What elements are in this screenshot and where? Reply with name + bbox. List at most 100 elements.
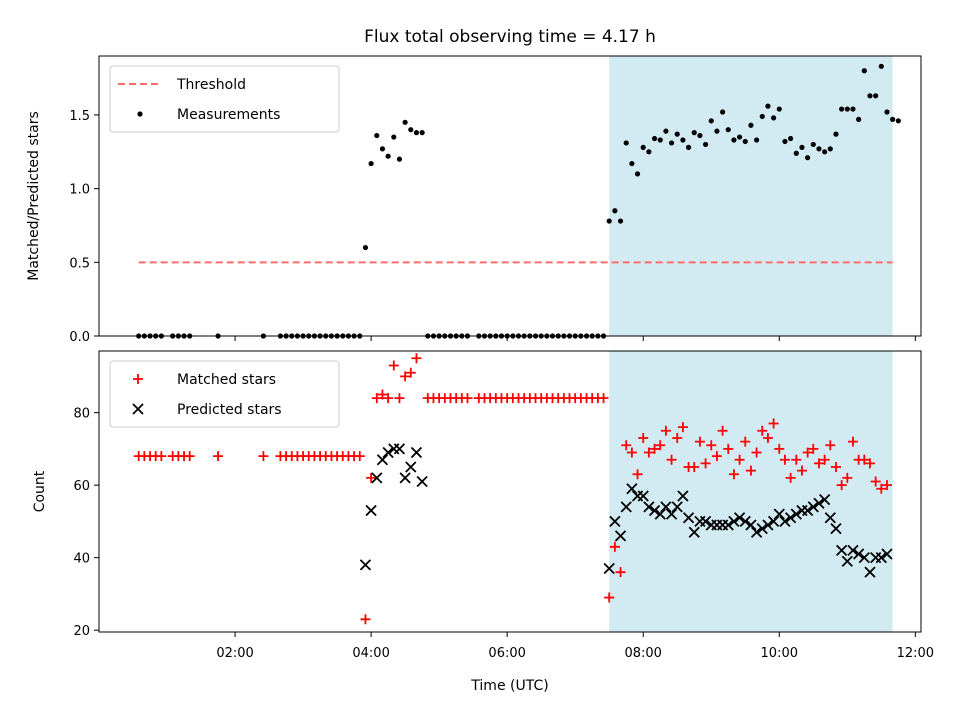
measurement-point xyxy=(674,131,680,137)
matched-star-point xyxy=(791,454,802,465)
matched-star-point xyxy=(632,469,643,480)
measurement-point xyxy=(816,146,822,152)
measurement-point xyxy=(827,146,833,152)
measurement-point xyxy=(634,171,641,177)
matched-star-point xyxy=(462,393,473,404)
measurement-point xyxy=(782,138,788,145)
measurement-point xyxy=(379,146,386,152)
predicted-star-point xyxy=(614,530,627,542)
predicted-star-point xyxy=(767,515,780,528)
measurement-point xyxy=(850,106,856,112)
predicted-star-point xyxy=(626,483,638,495)
predicted-star-point xyxy=(824,512,836,524)
predicted-star-point xyxy=(830,523,842,535)
legend-predicted-symbol xyxy=(132,403,144,415)
measurement-point xyxy=(719,109,726,115)
x-tick-label: 06:00 xyxy=(488,646,525,661)
x-tick-label: 12:00 xyxy=(897,646,934,661)
matched-star-point xyxy=(394,393,405,404)
bottom-panel: 20 40 60 80 02:00 04:00 06:00 08:00 10:00 12:00 Co… xyxy=(32,350,934,661)
matched-star-point xyxy=(609,541,620,552)
predicted-star-point xyxy=(371,472,383,484)
predicted-star-point xyxy=(620,501,632,513)
predicted-star-point xyxy=(603,562,615,575)
predicted-star-point xyxy=(654,508,666,520)
predicted-star-point xyxy=(835,544,848,557)
matched-star-point xyxy=(859,454,870,465)
measurement-point xyxy=(748,122,754,128)
y-tick-label: 40 xyxy=(73,552,90,567)
predicted-star-point xyxy=(728,515,740,528)
y-tick-label: 60 xyxy=(73,479,90,494)
measurement-point xyxy=(623,140,629,146)
measurement-point xyxy=(385,153,391,159)
x-tick-label: 02:00 xyxy=(216,646,253,661)
legend-matched-symbol xyxy=(133,374,143,384)
matched-star-point xyxy=(371,393,382,404)
measurement-point xyxy=(895,118,901,124)
predicted-star-point xyxy=(648,504,661,517)
measurement-point xyxy=(391,134,397,140)
matched-star-point xyxy=(706,440,717,451)
measurement-point xyxy=(396,156,403,162)
measurement-point xyxy=(822,149,828,155)
measurement-point xyxy=(374,132,380,139)
predicted-star-point xyxy=(609,515,621,528)
matched-star-point xyxy=(700,458,711,469)
predicted-star-point xyxy=(405,461,417,473)
measurement-point xyxy=(697,132,703,139)
matched-star-point xyxy=(830,462,841,473)
predicted-star-point xyxy=(853,548,865,560)
measurement-point xyxy=(765,103,771,109)
measurement-point xyxy=(651,135,658,142)
predicted-star-point xyxy=(688,526,700,538)
predicted-star-point xyxy=(807,501,819,513)
matched-star-point xyxy=(666,454,677,465)
measurement-point xyxy=(668,140,675,146)
measurement-point xyxy=(799,144,805,150)
measurement-point xyxy=(742,138,748,145)
predicted-star-point xyxy=(382,446,394,459)
predicted-star-point xyxy=(671,501,683,513)
matched-star-point xyxy=(876,483,887,494)
matched-star-point xyxy=(870,476,881,487)
legend-label: Measurements xyxy=(177,107,280,123)
measurement-point xyxy=(685,144,692,150)
measurement-point xyxy=(856,116,862,122)
predicted-star-point xyxy=(365,504,377,517)
measurement-point xyxy=(878,63,884,69)
matched-star-point xyxy=(405,367,416,378)
predicted-star-point xyxy=(388,443,400,455)
matched-star-point xyxy=(785,472,796,483)
predicted-star-point xyxy=(393,443,406,455)
predicted-star-point xyxy=(739,515,751,528)
y-tick-label: 0.0 xyxy=(69,330,90,345)
predicted-star-point xyxy=(773,508,785,520)
predicted-star-point xyxy=(858,552,870,564)
measurement-point xyxy=(663,128,669,134)
x-tick-label: 04:00 xyxy=(352,646,389,661)
plot-frame xyxy=(98,55,922,337)
matched-star-point xyxy=(881,480,892,491)
y-axis-label: Count xyxy=(32,470,48,512)
predicted-star-point xyxy=(762,519,774,531)
matched-star-point xyxy=(779,454,790,465)
predicted-star-point xyxy=(875,552,887,564)
measurement-point xyxy=(408,127,414,133)
measurement-point xyxy=(731,137,737,143)
matched-star-point xyxy=(360,614,371,625)
predicted-star-point xyxy=(756,523,768,535)
matched-star-point xyxy=(649,443,660,454)
matched-star-point xyxy=(383,393,394,404)
matched-star-point xyxy=(400,371,411,382)
measurement-point xyxy=(793,150,799,156)
measurement-point xyxy=(402,119,408,125)
matched-star-point xyxy=(638,433,649,444)
measurement-point xyxy=(890,116,896,122)
x-tick-label: 10:00 xyxy=(761,646,798,661)
measurement-point xyxy=(805,155,811,161)
matched-star-point xyxy=(813,458,824,469)
measurement-point xyxy=(884,109,890,115)
matched-star-point xyxy=(723,443,734,454)
matched-star-point xyxy=(757,425,768,436)
